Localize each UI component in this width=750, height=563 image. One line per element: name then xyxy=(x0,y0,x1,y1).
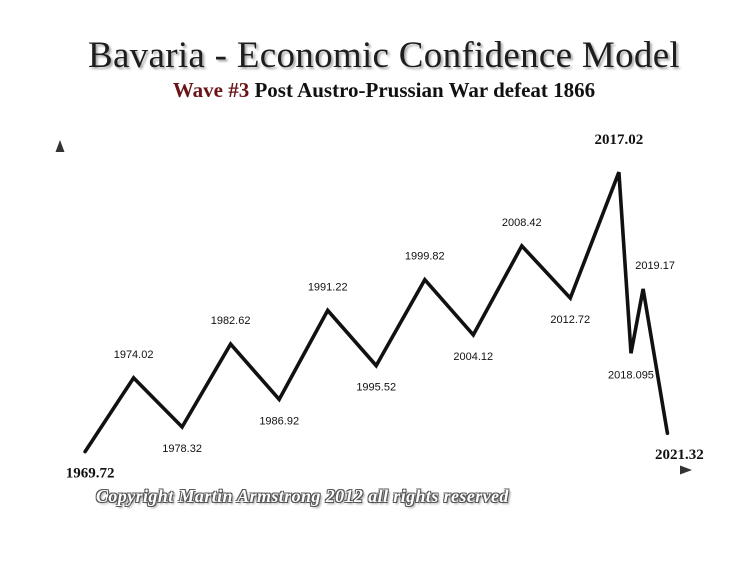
point-label-6: 1991.22 xyxy=(308,281,348,293)
point-label-9: 2004.12 xyxy=(453,351,493,363)
point-label-11: 2012.72 xyxy=(550,314,590,326)
point-label-3: 1978.32 xyxy=(162,443,202,455)
point-label-5: 1986.92 xyxy=(259,415,299,427)
point-label-4: 1982.62 xyxy=(211,315,251,327)
point-label-7: 1995.52 xyxy=(356,382,396,394)
chart-axes xyxy=(55,140,692,475)
chart-title: Bavaria - Economic Confidence Model xyxy=(87,35,681,76)
point-label-14: 2019.17 xyxy=(635,260,675,272)
subtitle-text: Post Austro-Prussian War defeat 1866 xyxy=(249,78,596,102)
point-label-1: 1969.72 xyxy=(66,466,115,482)
x-axis-arrow xyxy=(680,465,692,475)
point-label-12: 2017.02 xyxy=(595,132,644,148)
chart-subtitle: Wave #3 Post Austro-Prussian War defeat … xyxy=(0,78,750,103)
point-label-2: 1974.02 xyxy=(114,349,154,361)
point-label-10: 2008.42 xyxy=(502,217,542,229)
y-axis-arrow xyxy=(55,140,65,152)
turning-point-labels: 1969.72 1974.02 1978.32 1982.62 1986.92 1991.… xyxy=(66,132,704,481)
wave-number-label: Wave #3 xyxy=(172,78,250,102)
point-label-15: 2021.32 xyxy=(655,447,704,463)
point-label-13: 2018.095 xyxy=(608,369,654,381)
point-label-8: 1999.82 xyxy=(405,251,445,263)
confidence-wave-line xyxy=(83,171,670,454)
copyright-notice: Copyright Martin Armstrong 2012 all righ… xyxy=(96,486,509,506)
